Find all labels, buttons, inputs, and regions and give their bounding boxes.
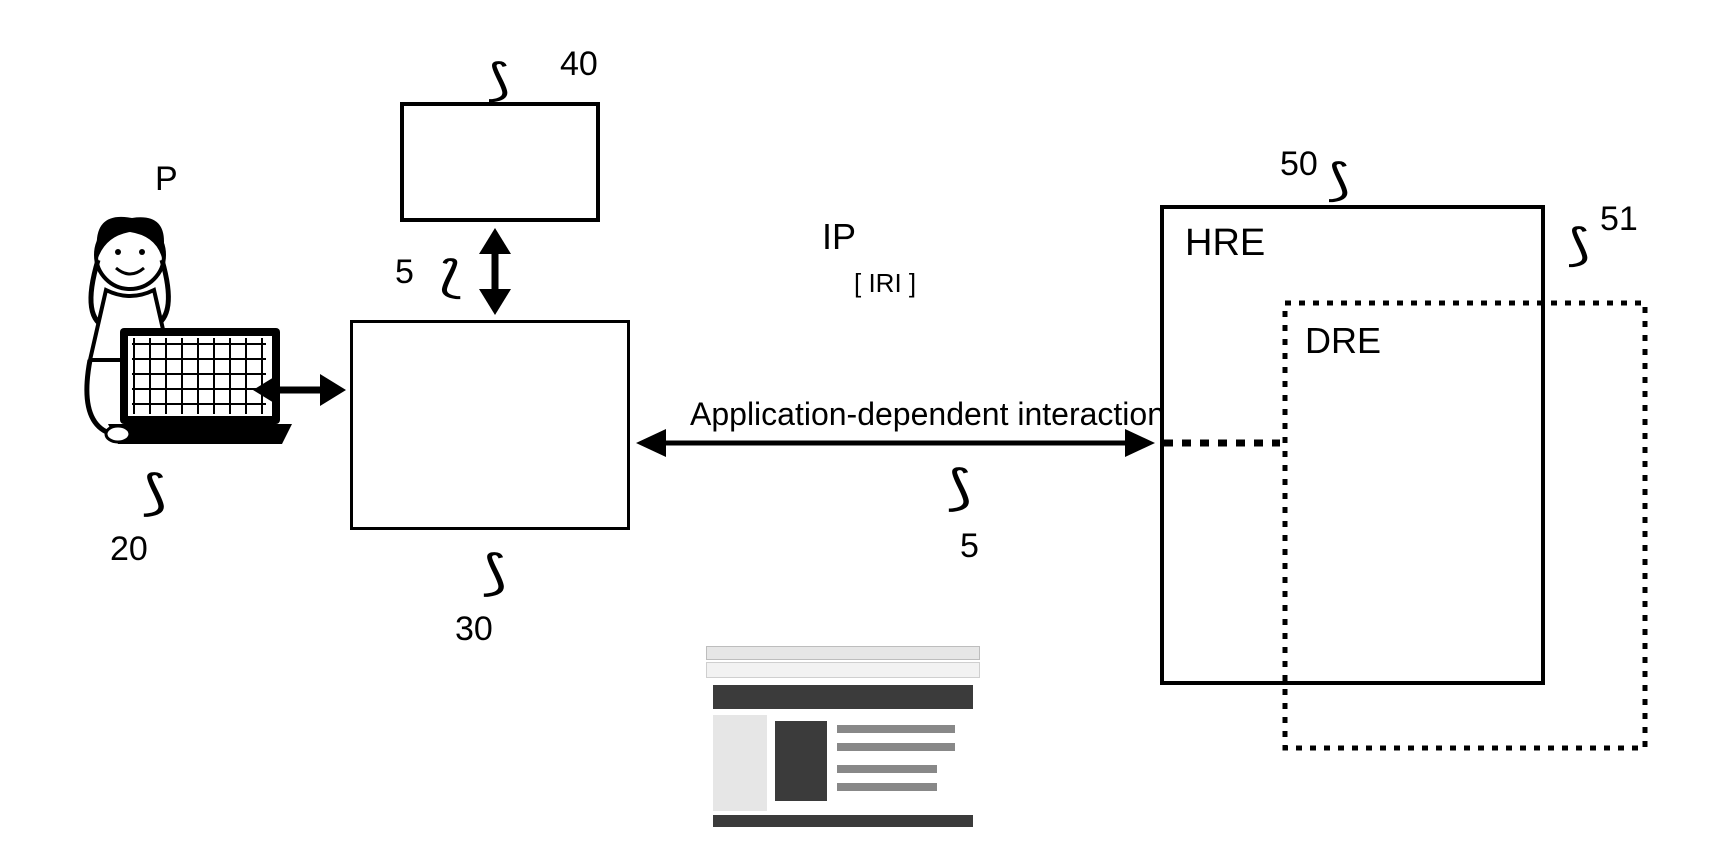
- ip-title: IP: [822, 216, 856, 258]
- browser-textline2: [837, 743, 955, 751]
- browser-textline1: [837, 725, 955, 733]
- browser-textline3: [837, 765, 937, 773]
- person-label: P: [155, 160, 178, 199]
- hre-curly: ⟆: [1327, 155, 1351, 206]
- browser-textline4: [837, 783, 937, 791]
- browser-node: [350, 320, 630, 530]
- hre-ref: 50: [1280, 145, 1318, 184]
- browser-ref: 30: [455, 610, 493, 649]
- browser-titlebar: [706, 646, 980, 660]
- dre-curly: ⟆: [1567, 220, 1591, 271]
- ip-ref: 40: [560, 45, 598, 84]
- ip-subtitle: [ IRI ]: [854, 268, 916, 299]
- ip-node: IP [ IRI ]: [400, 102, 600, 222]
- ip-curly: ⟆: [487, 55, 511, 106]
- edge-app-curly: ⟆: [946, 460, 972, 516]
- browser-content-img: [775, 721, 827, 801]
- edge-ipb-ref: 5: [395, 253, 414, 292]
- hre-node: [1160, 205, 1545, 685]
- browser-footerbar: [713, 815, 973, 827]
- browser-curly: ⟆: [481, 545, 507, 601]
- edge-app-ref: 5: [960, 527, 979, 566]
- dre-ref: 51: [1600, 200, 1638, 239]
- browser-sidebar: [713, 715, 767, 811]
- hre-title: HRE: [1185, 222, 1265, 265]
- person-ref: 20: [110, 530, 148, 569]
- edge-ipb-curly: ⟅: [439, 252, 463, 303]
- browser-banner: [713, 685, 973, 709]
- person-curly: ⟆: [141, 465, 167, 521]
- dre-title: DRE: [1305, 320, 1381, 362]
- browser-toolbar: [706, 662, 980, 678]
- diagram-stage: IP [ IRI ] 40 ⟆ HRE 50 ⟆ DRE 51 ⟆ 30 ⟆ P…: [0, 0, 1712, 843]
- edge-app-label: Application-dependent interaction: [690, 396, 1165, 433]
